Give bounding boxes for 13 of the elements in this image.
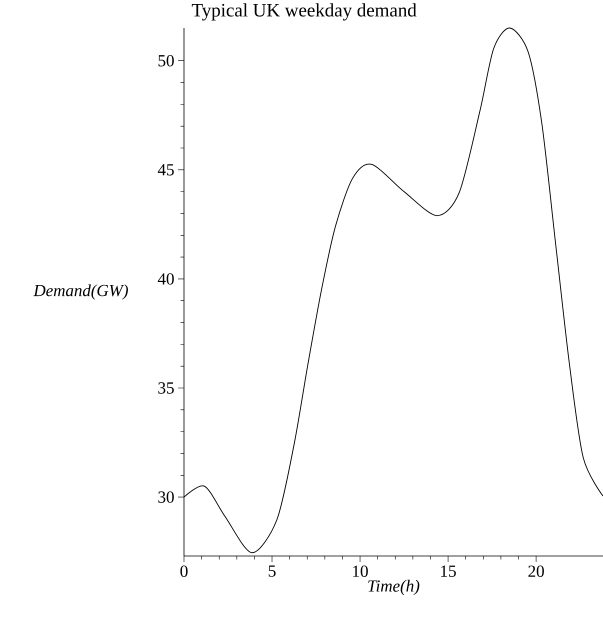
x-tick-label: 10 xyxy=(353,566,368,577)
x-axis-title: Time(h) xyxy=(368,580,420,596)
chart-title: Typical UK weekday demand xyxy=(192,3,417,20)
x-tick-label: 0 xyxy=(180,566,188,577)
x-tick-label: 5 xyxy=(268,566,276,577)
x-tick-label: 20 xyxy=(528,566,544,577)
y-tick-label: 45 xyxy=(158,164,174,176)
y-tick-label: 30 xyxy=(158,491,174,503)
y-tick-label: 40 xyxy=(158,273,174,285)
y-tick-label: 35 xyxy=(158,382,174,394)
y-axis-title: Demand(GW) xyxy=(33,284,128,300)
y-tick-label: 50 xyxy=(158,55,174,66)
x-tick-label: 15 xyxy=(441,566,456,577)
